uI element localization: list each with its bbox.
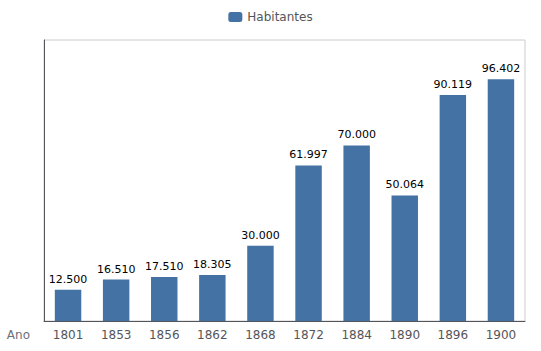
svg-text:12.500: 12.500: [49, 273, 88, 286]
svg-text:1801: 1801: [53, 328, 84, 342]
svg-text:1868: 1868: [245, 328, 276, 342]
svg-text:18.305: 18.305: [193, 258, 232, 271]
svg-text:1890: 1890: [389, 328, 420, 342]
svg-text:Ano: Ano: [7, 328, 30, 342]
svg-text:70.000: 70.000: [337, 128, 376, 141]
svg-text:96.402: 96.402: [482, 62, 521, 75]
svg-text:61.997: 61.997: [289, 148, 328, 161]
svg-text:1900: 1900: [486, 328, 517, 342]
svg-text:1884: 1884: [341, 328, 372, 342]
svg-text:16.510: 16.510: [97, 263, 135, 276]
svg-text:1896: 1896: [438, 328, 469, 342]
svg-text:1853: 1853: [101, 328, 132, 342]
svg-text:1856: 1856: [149, 328, 180, 342]
svg-text:30.000: 30.000: [241, 229, 280, 242]
svg-text:90.119: 90.119: [434, 78, 473, 91]
svg-text:17.510: 17.510: [145, 260, 184, 273]
svg-text:1862: 1862: [197, 328, 228, 342]
svg-text:Habitantes: Habitantes: [247, 10, 312, 24]
svg-text:50.064: 50.064: [386, 178, 425, 191]
svg-text:1872: 1872: [293, 328, 324, 342]
